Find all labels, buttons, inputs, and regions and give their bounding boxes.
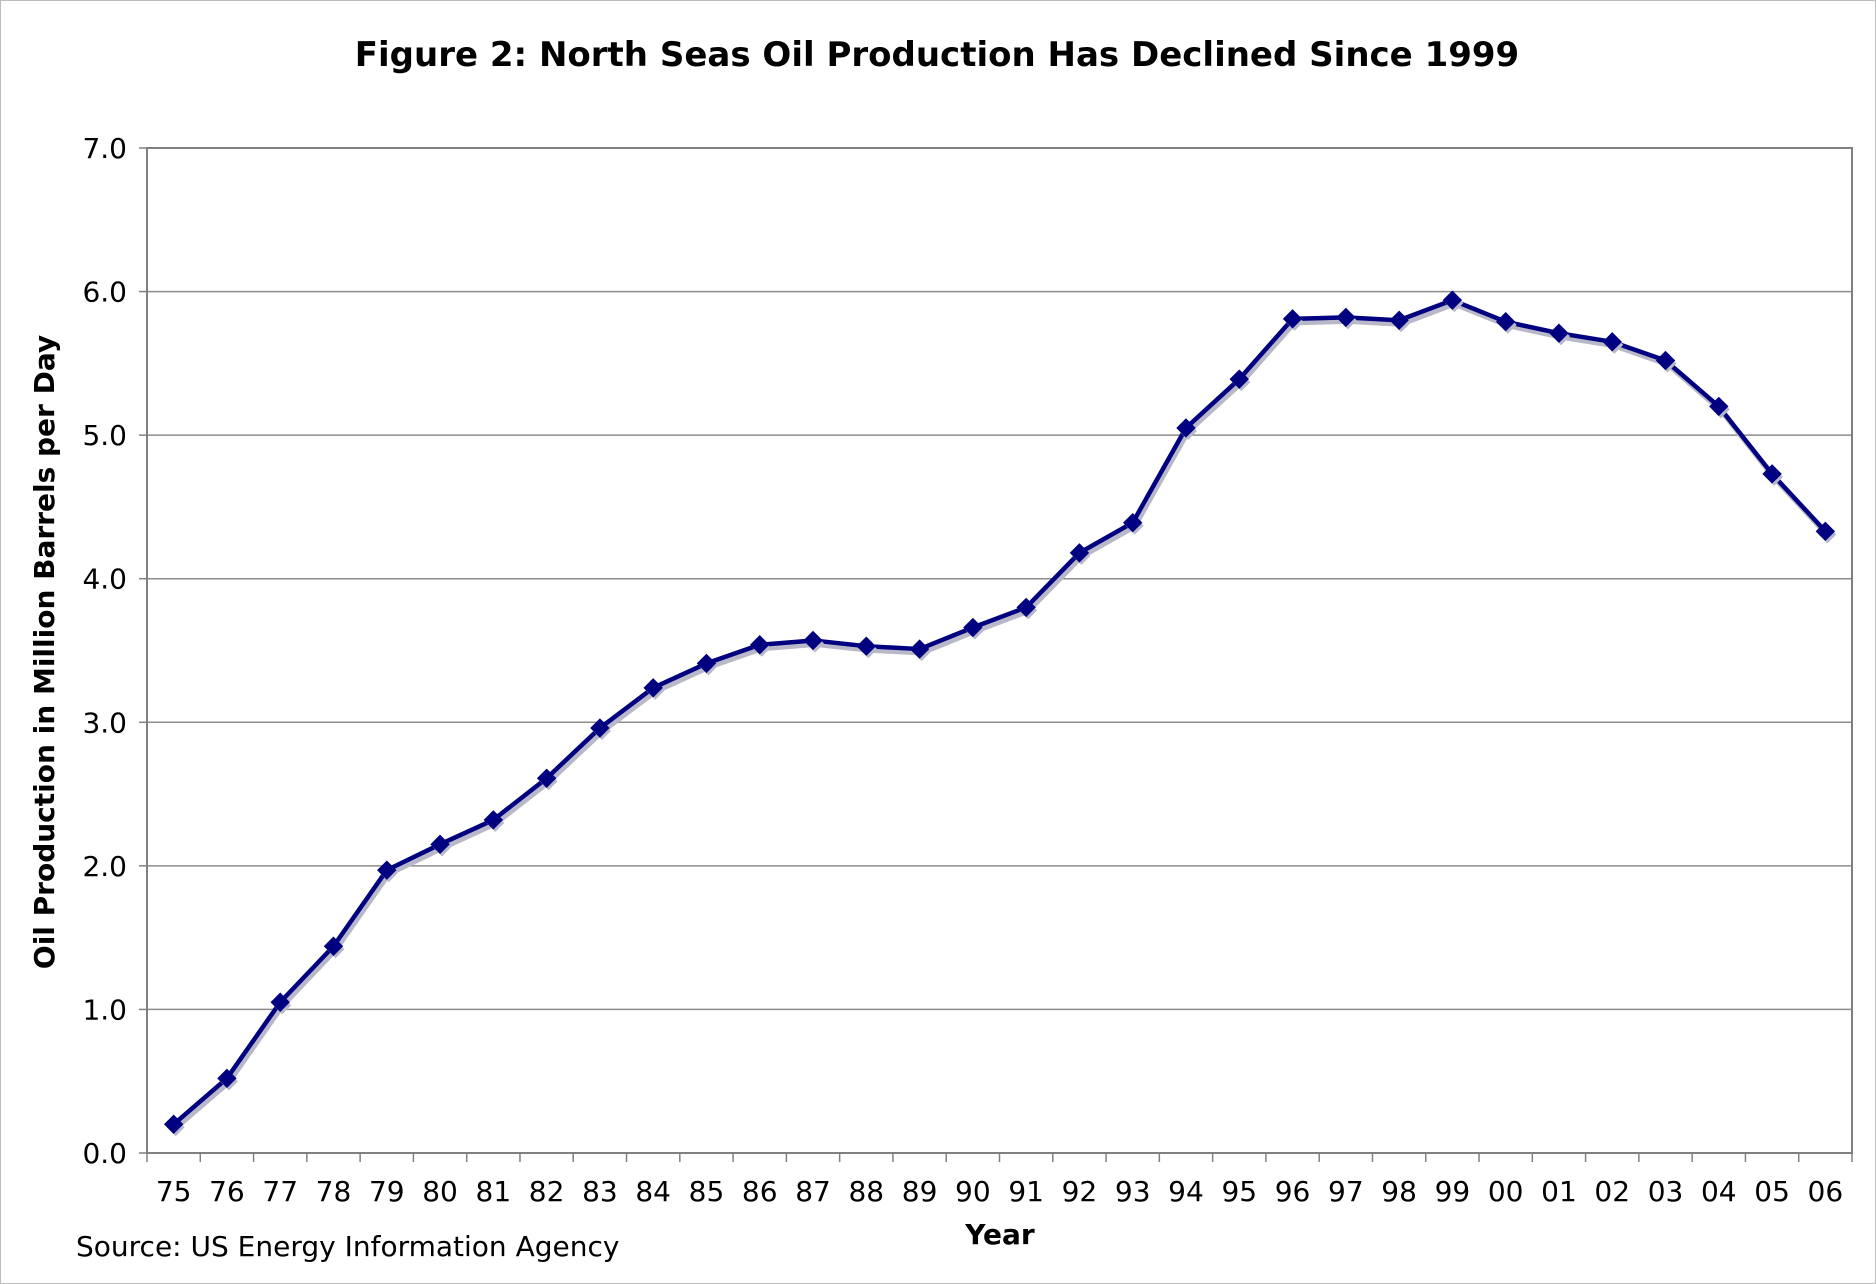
data-point: 80: 2.15 xyxy=(430,834,450,855)
x-tick-label: 89 xyxy=(902,1175,938,1208)
x-tick-label: 78 xyxy=(316,1175,352,1208)
x-tick-label: 96 xyxy=(1275,1175,1311,1208)
y-tick-label: 1.0 xyxy=(82,993,127,1026)
data-point: 98: 5.8 xyxy=(1389,310,1409,330)
x-tick-label: 85 xyxy=(689,1175,725,1208)
data-point: 82: 2.61 xyxy=(536,768,557,788)
data-point: 89: 3.51 xyxy=(909,639,930,659)
data-point: 02: 5.65 xyxy=(1602,332,1622,352)
x-tick-label: 00 xyxy=(1488,1175,1524,1208)
x-tick-label: 90 xyxy=(955,1175,991,1208)
x-tick-label: 94 xyxy=(1168,1175,1204,1208)
axes xyxy=(139,147,1853,1162)
data-point: 04: 5.2 xyxy=(1709,396,1729,417)
x-tick-label: 88 xyxy=(848,1175,884,1208)
data-point: 79: 1.97 xyxy=(377,860,397,880)
x-tick-label: 99 xyxy=(1435,1175,1471,1208)
source-note: Source: US Energy Information Agency xyxy=(76,1230,619,1263)
x-tick-label: 82 xyxy=(529,1175,565,1208)
plot-area xyxy=(146,147,1853,1154)
x-tick-label: 80 xyxy=(422,1175,458,1208)
y-tick-label: 6.0 xyxy=(82,276,127,309)
y-tick-label: 4.0 xyxy=(82,563,127,596)
x-tick-label: 79 xyxy=(369,1175,405,1208)
data-point: 00: 5.79 xyxy=(1495,312,1516,332)
y-tick-label: 2.0 xyxy=(82,850,127,883)
data-point: 86: 3.54 xyxy=(750,635,770,655)
data-point: 91: 3.8 xyxy=(1016,597,1036,618)
x-tick-label: 92 xyxy=(1062,1175,1098,1208)
data-point: 06: 4.33 xyxy=(1815,521,1836,542)
x-tick-label: 87 xyxy=(795,1175,831,1208)
y-axis-title: Oil Production in Million Barrels per Da… xyxy=(28,335,61,969)
data-point: 99: 5.94 xyxy=(1442,290,1463,310)
data-point: 92: 4.18 xyxy=(1069,543,1090,563)
x-tick-label: 81 xyxy=(476,1175,512,1208)
x-tick-label: 04 xyxy=(1701,1175,1737,1208)
data-point: 81: 2.32 xyxy=(483,810,504,830)
data-point: 01: 5.71 xyxy=(1549,323,1569,343)
x-tick-label: 77 xyxy=(262,1175,298,1208)
data-point: 88: 3.53 xyxy=(856,636,877,656)
data-point: 95: 5.39 xyxy=(1229,369,1249,389)
x-tick-label: 97 xyxy=(1328,1175,1364,1208)
data-point: 83: 2.96 xyxy=(590,718,610,738)
x-tick-label: 02 xyxy=(1594,1175,1630,1208)
x-axis-title: Year xyxy=(964,1218,1035,1251)
data-point: 78: 1.44 xyxy=(323,936,344,956)
data-point: 85: 3.41 xyxy=(696,653,717,674)
y-tick-label: 5.0 xyxy=(82,419,127,452)
chart-title: Figure 2: North Seas Oil Production Has … xyxy=(355,35,1519,75)
gridlines xyxy=(147,290,1852,1011)
y-tick-label: 7.0 xyxy=(82,132,127,165)
x-tick-label: 75 xyxy=(156,1175,192,1208)
data-point: 76: 0.52 xyxy=(217,1068,237,1089)
x-tick-label: 93 xyxy=(1115,1175,1151,1208)
x-tick-label: 98 xyxy=(1381,1175,1417,1208)
data-point: 84: 3.24 xyxy=(643,678,663,698)
x-tick-label: 05 xyxy=(1754,1175,1790,1208)
x-tick-label: 86 xyxy=(742,1175,778,1208)
x-tick-label: 91 xyxy=(1008,1175,1044,1208)
x-tick-label: 76 xyxy=(209,1175,245,1208)
data-point: 05: 4.73 xyxy=(1762,464,1782,484)
x-tick-label: 01 xyxy=(1541,1175,1577,1208)
data-point: 94: 5.05 xyxy=(1176,418,1196,438)
series-group: 75: 0.2 76: 0.52 77: 1.05 78: 1.44 79: 1.97 8… xyxy=(163,290,1837,1137)
x-tick-labels: 75 76 77 78 79 80 81 82 83 84 85 86 87 88 89 90 91 92 93 94… xyxy=(156,1175,1843,1208)
x-tick-label: 95 xyxy=(1221,1175,1257,1208)
y-tick-labels: 0.0 1.0 2.0 3.0 4.0 5.0 6.0 7.0 xyxy=(82,132,127,1170)
data-point: 90: 3.66 xyxy=(963,617,983,638)
y-tick-label: 3.0 xyxy=(82,706,127,739)
data-point: 75: 0.2 xyxy=(163,1114,184,1134)
x-tick-label: 83 xyxy=(582,1175,618,1208)
data-point: 96: 5.81 xyxy=(1282,309,1303,329)
y-tick-label: 0.0 xyxy=(82,1137,127,1170)
x-tick-label: 03 xyxy=(1648,1175,1684,1208)
data-point: 97: 5.82 xyxy=(1336,307,1356,328)
data-point: 93: 4.39 xyxy=(1122,513,1143,533)
data-point: 87: 3.57 xyxy=(803,630,823,651)
data-point: 77: 1.05 xyxy=(270,992,290,1012)
x-tick-label: 06 xyxy=(1808,1175,1844,1208)
data-point: 03: 5.52 xyxy=(1655,350,1676,371)
x-tick-label: 84 xyxy=(635,1175,671,1208)
series-line xyxy=(172,297,1828,1126)
series-line-shadow xyxy=(174,301,1830,1131)
